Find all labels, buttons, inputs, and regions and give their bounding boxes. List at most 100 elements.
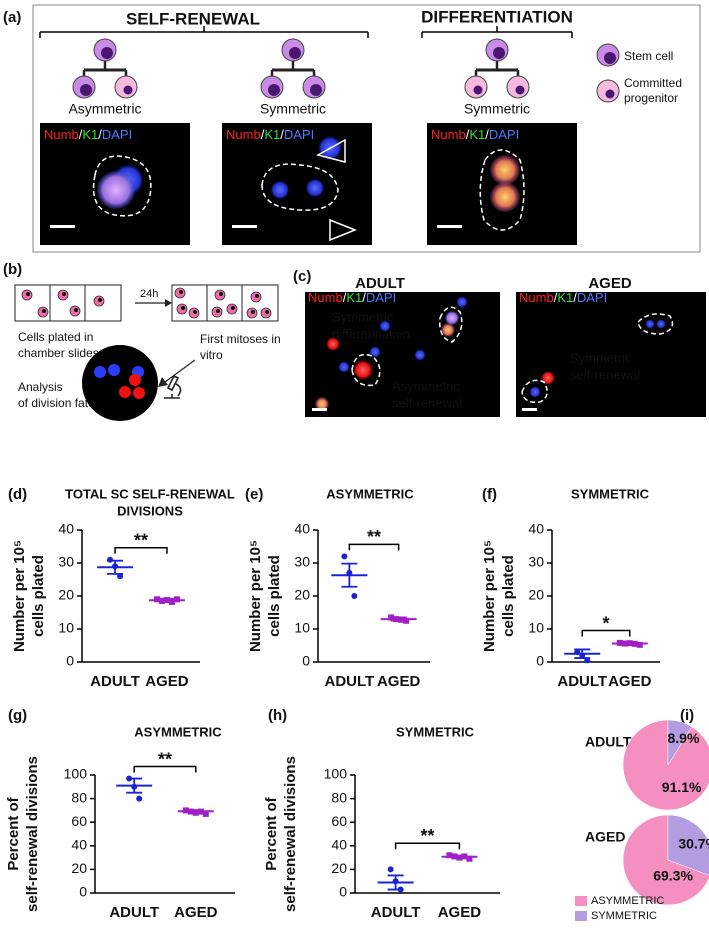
error-bar [451,854,468,859]
pie-slice [667,814,709,876]
stain-label: Numb/K1/DAPI [226,127,314,142]
nucleus-icon [604,52,616,64]
microscope-icon [164,374,182,399]
stain-part: / [343,290,347,305]
error-bar [621,641,638,646]
cell-outline [92,155,152,217]
cell-glow [97,171,135,209]
stain-part: / [261,127,265,142]
cell-glow [379,320,391,332]
label: ADULT [109,904,159,921]
nucleus-icon [123,85,133,95]
stain-part: / [466,127,470,142]
stain-part: DAPI [102,127,132,142]
label: 20 [58,587,74,603]
label: ADULT [355,275,405,292]
scale-bar [312,408,327,411]
cell-glow [326,337,340,351]
data-point [351,593,358,599]
label: Number per 10⁵ [247,540,264,652]
cell-glow [414,349,426,361]
significance-bracket [394,842,461,850]
cell-glow [270,180,290,200]
label: 10 [294,620,310,636]
dish-cell [119,386,131,398]
label: 10 [58,620,74,636]
nucleus-icon [219,292,223,296]
label: 0 [79,884,87,900]
scale-bar [50,225,75,228]
label: self-renewal divisions [24,756,41,912]
scale-bar [522,408,537,411]
stain-part: Numb [44,127,79,142]
cell-outline [261,163,339,211]
label: ** [158,749,172,769]
nucleus-icon [265,310,269,314]
cell-outline [351,353,381,387]
label: ASYMMETRIC [134,724,222,739]
nucleus-icon [193,310,197,314]
cell-outline [521,379,548,404]
cell-glow [369,346,381,358]
label: (h) [268,707,287,724]
label: TOTAL SC SELF-RENEWAL [65,486,235,501]
label: First mitoses in [200,332,281,346]
cell-glow [529,386,541,398]
label: Percent of [263,796,280,870]
data-point [446,852,453,859]
label: SYMMETRIC [571,486,650,501]
dish-cell [129,374,141,386]
dish-cell [94,366,106,378]
stain-part: / [485,127,489,142]
stain-part: / [554,290,558,305]
error-bar [574,648,591,659]
label: Cells plated in [18,330,93,344]
label: self-renewal [392,395,462,410]
cell-glow [305,178,325,198]
label: ADULT [371,904,421,921]
error-bar [187,809,204,814]
significance-bracket [581,629,631,637]
nucleus-icon [473,85,483,95]
legend-swatch [575,911,587,921]
label: Asymmetric [68,101,141,117]
scale-bar [437,225,462,228]
stain-part: Numb [308,290,343,305]
nucleus-icon [74,308,78,312]
label: Committed [624,76,682,90]
label: vitro [200,348,223,362]
label: AGED [377,673,421,690]
cell-glow [315,397,329,411]
stain-part: K1 [82,127,98,142]
stain-part: K1 [346,290,362,305]
nucleus-icon [80,84,92,96]
stain-part: K1 [469,127,485,142]
label: ADULT [325,673,375,690]
nucleus-icon [179,290,183,294]
nucleus-icon [101,47,113,59]
panel-a-frame [32,4,701,253]
data-point [136,795,143,802]
label: 40 [58,521,74,537]
nucleus-icon [42,309,46,313]
label: Symmetric [332,309,394,324]
stain-label: Numb/K1/DAPI [431,127,519,142]
label: 20 [294,587,310,603]
nucleus-icon [515,85,525,95]
significance-bracket [133,765,197,773]
legend-swatch [575,896,587,906]
dish-cell [133,387,145,399]
label: 100 [324,766,348,782]
label: 40 [331,837,347,853]
stain-part: / [573,290,577,305]
data-point [202,810,209,817]
label: DIVISIONS [117,503,183,518]
label: (a) [3,9,21,26]
label: ADULT [90,673,140,690]
arrowhead [315,138,346,163]
stain-label: Numb/K1/DAPI [44,127,132,142]
label: 80 [331,789,347,805]
cell-glow [456,296,468,308]
arrowhead [329,218,358,242]
stain-part: / [362,290,366,305]
